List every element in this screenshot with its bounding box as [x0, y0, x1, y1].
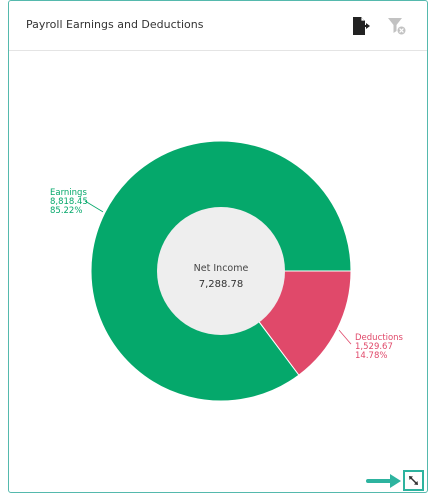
data-label-deductions-percent: 14.78%	[355, 351, 387, 361]
widget-title: Payroll Earnings and Deductions	[26, 18, 204, 31]
resize-icon	[409, 476, 418, 485]
pie-slice-earnings[interactable]	[90, 140, 352, 402]
data-label-earnings-value: 8,818.45	[50, 197, 88, 207]
connector-line-earnings	[84, 200, 104, 213]
export-icon[interactable]	[350, 15, 372, 37]
data-label-earnings-percent: 85.22%	[50, 206, 82, 216]
annotation-arrow	[366, 474, 401, 488]
connector-line-deductions	[338, 329, 352, 345]
center-value: 7,288.78	[199, 279, 244, 290]
filter-off-icon[interactable]	[386, 15, 408, 37]
resize-handle[interactable]	[403, 470, 424, 491]
center-circle	[157, 207, 285, 335]
data-label-deductions-value: 1,529.67	[355, 342, 393, 352]
widget-header: Payroll Earnings and Deductions	[9, 1, 427, 51]
data-label-deductions-name: Deductions	[355, 333, 404, 343]
data-label-earnings-name: Earnings	[50, 188, 87, 198]
center-title: Net Income	[194, 263, 249, 274]
